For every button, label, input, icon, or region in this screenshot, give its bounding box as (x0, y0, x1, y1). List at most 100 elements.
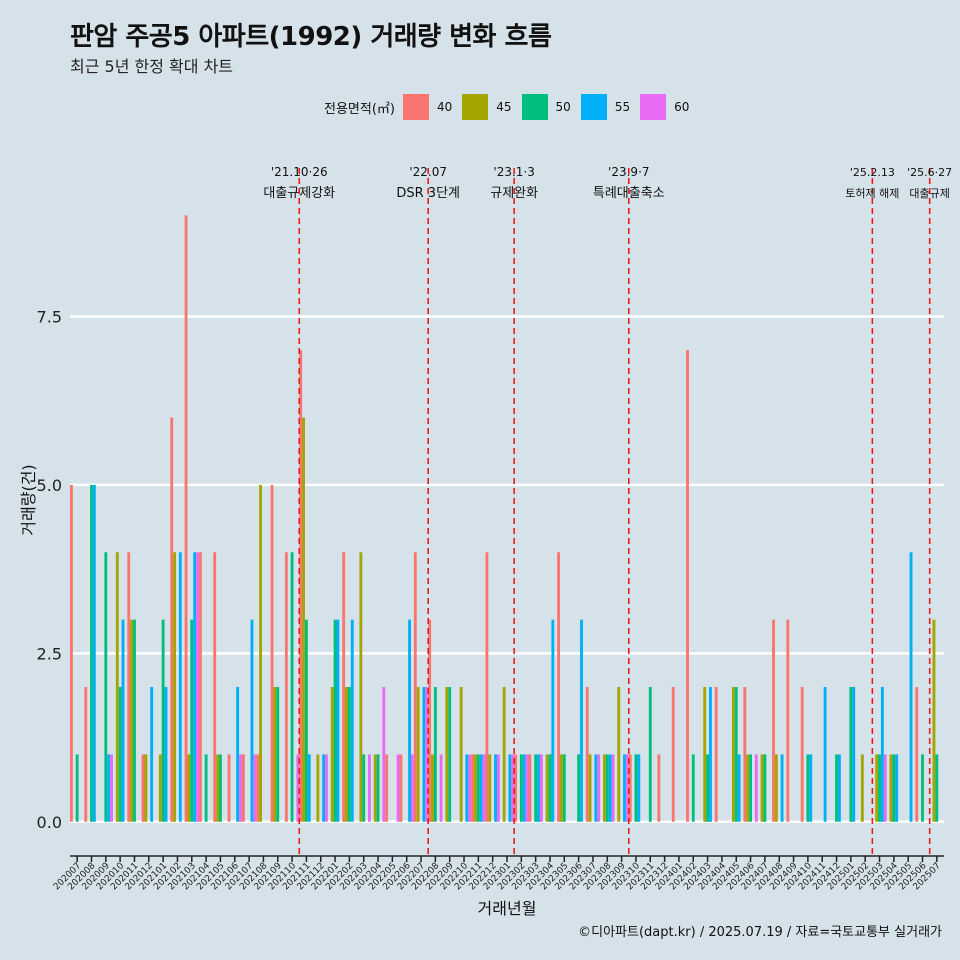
bar-40 (213, 552, 217, 822)
event-date: '25.6·27 (907, 166, 952, 179)
bar-60 (754, 754, 758, 822)
bar-40 (915, 687, 919, 822)
bar-50 (219, 754, 222, 822)
bar-40 (227, 754, 231, 822)
bar-50 (534, 754, 538, 822)
bar-55 (494, 754, 497, 822)
bar-45 (330, 687, 334, 822)
bar-50 (935, 754, 939, 822)
bar-50 (605, 754, 609, 822)
bar-55 (193, 552, 197, 822)
bar-50 (519, 754, 523, 822)
legend-swatch-50 (521, 94, 548, 120)
bar-45 (345, 687, 348, 822)
bar-45 (932, 619, 936, 822)
bar-55 (336, 619, 340, 822)
bar-55 (350, 619, 354, 822)
bar-40 (557, 552, 561, 822)
bar-60 (625, 754, 629, 822)
bar-55 (107, 754, 111, 822)
bar-40 (284, 552, 288, 822)
bar-45 (416, 687, 420, 822)
bar-50 (849, 687, 853, 822)
bar-60 (396, 754, 400, 822)
bar-45 (703, 687, 707, 822)
legend-item-50: 50 (521, 94, 571, 120)
event-label: 규제완화 (490, 186, 538, 201)
bar-60 (525, 754, 529, 822)
bar-55 (852, 687, 856, 822)
bar-50 (892, 754, 896, 822)
bar-60 (382, 687, 386, 822)
bar-55 (551, 619, 555, 822)
event-label: DSR 3단계 (396, 186, 460, 201)
event-label: 토허제 해제 (845, 186, 899, 200)
bar-60 (883, 754, 887, 822)
bar-45 (488, 754, 492, 822)
bar-55 (307, 754, 311, 822)
bar-50 (562, 754, 566, 822)
bar-45 (302, 417, 305, 822)
bar-60 (511, 754, 515, 822)
legend: 전용면적(㎡) 40 45 50 55 60 (324, 92, 699, 122)
bar-40 (399, 754, 403, 822)
bar-50 (204, 754, 208, 822)
bar-60 (439, 754, 443, 822)
bar-45 (130, 619, 134, 822)
legend-label-45: 45 (496, 100, 512, 114)
bar-50 (133, 619, 136, 822)
bar-55 (809, 754, 813, 822)
bar-50 (161, 619, 165, 822)
bar-45 (115, 552, 119, 822)
bar-55 (909, 552, 913, 822)
bar-40 (628, 754, 632, 822)
bar-45 (545, 754, 549, 822)
bar-55 (608, 754, 612, 822)
bar-45 (273, 687, 277, 822)
bar-60 (411, 754, 414, 822)
bar-55 (164, 687, 168, 822)
bar-50 (347, 687, 351, 822)
bar-50 (806, 754, 810, 822)
y-tick-label: 0.0 (37, 813, 62, 832)
bar-50 (921, 754, 924, 822)
legend-label-60: 60 (674, 100, 690, 114)
bar-50 (333, 619, 337, 822)
bar-45 (459, 687, 463, 822)
bar-50 (104, 552, 108, 822)
bar-45 (502, 687, 506, 822)
bar-50 (548, 754, 552, 822)
bar-50 (734, 687, 738, 822)
bar-45 (860, 754, 864, 822)
bar-45 (731, 687, 735, 822)
legend-label-40: 40 (436, 100, 453, 114)
bar-55 (709, 687, 712, 822)
bar-40 (342, 552, 346, 822)
bar-50 (362, 754, 366, 822)
bar-45 (774, 754, 778, 822)
legend-swatch-60 (640, 94, 667, 120)
bar-50 (276, 687, 280, 822)
bar-60 (482, 754, 486, 822)
bar-50 (448, 687, 452, 822)
bar-40 (241, 754, 245, 822)
event-label: 대출규제강화 (263, 186, 335, 201)
legend-item-60: 60 (640, 94, 689, 120)
bar-60 (611, 754, 615, 822)
bar-45 (187, 754, 191, 822)
bar-45 (216, 754, 220, 822)
bar-40 (585, 687, 589, 822)
bar-55 (737, 754, 741, 822)
event-label: 대출규제 (909, 187, 949, 200)
bar-40 (514, 754, 518, 822)
bar-40 (385, 754, 389, 822)
bar-60 (196, 552, 199, 822)
bar-50 (118, 687, 122, 822)
bar-55 (250, 619, 254, 822)
bar-40 (800, 687, 804, 822)
bar-50 (878, 754, 881, 822)
bar-40 (84, 687, 88, 822)
bar-40 (413, 552, 417, 822)
bar-40 (256, 754, 260, 822)
bar-55 (508, 754, 512, 822)
